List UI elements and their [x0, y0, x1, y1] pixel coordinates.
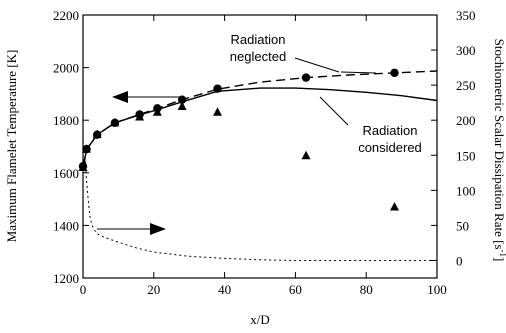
y-right-axis-label-end: ] [492, 257, 506, 261]
annotations: Radiation neglected Radiation considered [230, 32, 422, 155]
y-left-axis-label: Maximum Flamelet Temperature [K] [4, 50, 19, 243]
x-tick-label: 100 [427, 282, 447, 297]
y-right-axis-label: Stochiometric Scalar Dissipation Rate [s… [492, 39, 506, 262]
ticks: 0 20 40 60 80 100 1200 1400 1600 1800 2000 2200 0 50 1… [53, 8, 476, 297]
y-right-axis-label-sup: -1 [498, 250, 506, 258]
y-right-tick-label: 150 [456, 148, 476, 163]
x-tick-label: 0 [80, 282, 87, 297]
arrows [97, 57, 377, 235]
x-tick-label: 40 [218, 282, 231, 297]
neglected-leader-1 [294, 57, 340, 73]
triangle-point [152, 107, 162, 116]
annotation-neglected-2: neglected [230, 49, 286, 64]
y-left-tick-label: 1800 [53, 113, 79, 128]
triangle-point [177, 101, 187, 111]
neglected-leader-2 [340, 71, 377, 74]
considered-leader [319, 96, 349, 126]
circle-point [301, 73, 311, 82]
y-right-tick-label: 300 [456, 43, 476, 58]
right-arrow-head [150, 223, 166, 235]
y-right-tick-label: 100 [456, 183, 476, 198]
y-right-tick-label: 350 [456, 8, 476, 23]
annotation-neglected-1: Radiation [231, 32, 286, 47]
series-line-dotted [82, 141, 437, 261]
y-right-tick-label: 0 [456, 253, 463, 268]
left-arrow-head [112, 91, 128, 103]
x-axis-label: x/D [250, 312, 270, 327]
y-right-tick-label: 200 [456, 113, 476, 128]
triangle-point [78, 162, 88, 172]
series-markers [78, 68, 400, 211]
y-right-axis-label-main: Stochiometric Scalar Dissipation Rate [s [492, 39, 506, 250]
y-right-tick-label: 50 [456, 218, 469, 233]
x-tick-label: 80 [360, 282, 373, 297]
triangle-point [213, 107, 223, 116]
circle-point [390, 68, 399, 78]
circle-point [177, 95, 187, 104]
y-left-tick-label: 2000 [53, 61, 79, 76]
series-lines [82, 70, 438, 261]
circle-point [213, 84, 222, 93]
triangle-point [301, 150, 311, 160]
y-right-tick-label: 250 [456, 78, 476, 93]
triangle-point [390, 201, 400, 211]
annotation-considered-1: Radiation [363, 123, 418, 138]
triangle-point [82, 144, 92, 153]
x-tick-label: 60 [289, 282, 302, 297]
triangle-point [110, 117, 120, 127]
y-left-tick-label: 1200 [53, 271, 79, 286]
triangle-point [92, 129, 102, 139]
y-left-tick-label: 2200 [53, 8, 79, 23]
y-left-tick-label: 1600 [53, 166, 79, 181]
x-tick-label: 20 [147, 282, 160, 297]
plot-frame [82, 14, 438, 279]
y-left-tick-label: 1400 [53, 218, 79, 233]
triangle-point [135, 112, 145, 121]
annotation-considered-2: considered [358, 140, 422, 155]
